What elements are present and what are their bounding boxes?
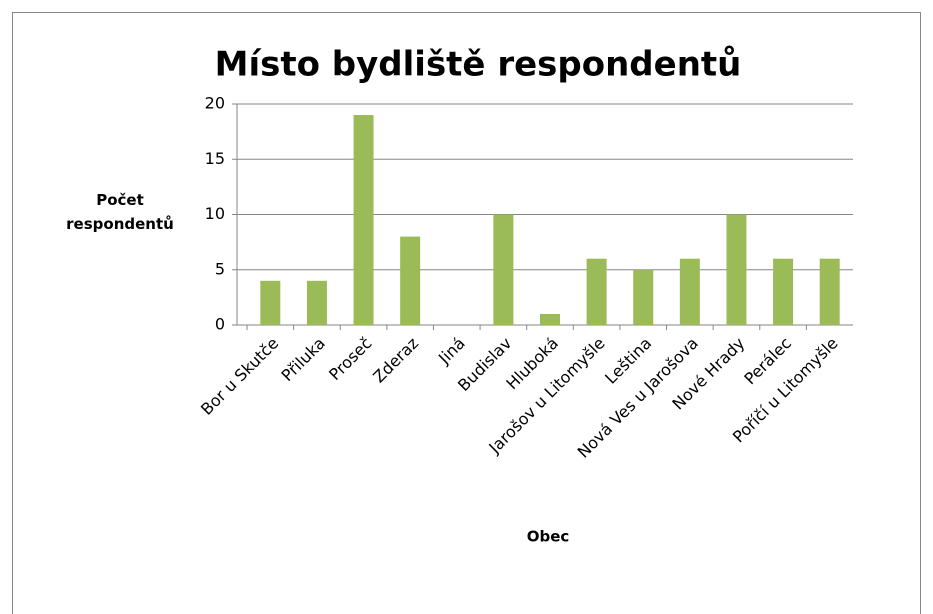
bar [540, 313, 560, 325]
bar [306, 280, 327, 325]
bar [633, 269, 654, 325]
y-tick-label: 0 [215, 315, 225, 334]
y-tick-label: 15 [205, 149, 225, 168]
bar [260, 280, 281, 325]
bar [819, 258, 840, 325]
bar [493, 214, 514, 325]
y-tick-label: 5 [215, 259, 225, 278]
bar [679, 258, 700, 325]
bar [773, 258, 794, 325]
y-axis-label: Počet respondentů [66, 191, 174, 233]
y-tick-label: 20 [205, 94, 225, 113]
bar [353, 115, 374, 325]
bar [726, 214, 747, 325]
x-axis-label: Obec [527, 528, 570, 546]
chart-frame [12, 12, 921, 614]
chart-title: Místo bydliště respondentů [215, 45, 742, 85]
bar [586, 258, 607, 325]
bar [400, 236, 421, 325]
y-tick-label: 10 [205, 204, 225, 223]
